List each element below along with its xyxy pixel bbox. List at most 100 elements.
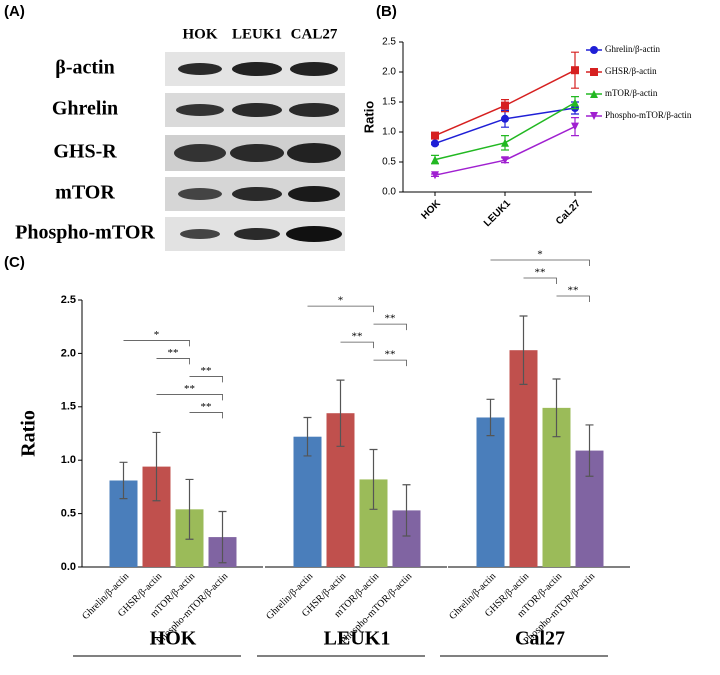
band bbox=[287, 143, 341, 163]
point bbox=[431, 171, 439, 180]
significance-label: ** bbox=[385, 349, 396, 361]
row-label: β-actin bbox=[55, 57, 114, 79]
significance-bracket bbox=[189, 376, 223, 383]
band bbox=[180, 229, 220, 239]
group-label: HOK bbox=[150, 628, 197, 650]
significance-bracket bbox=[340, 341, 374, 349]
significance-bracket bbox=[490, 259, 590, 267]
x-tick-label: CaL27 bbox=[554, 198, 583, 227]
band bbox=[174, 144, 226, 162]
y-axis-label: Ratio bbox=[18, 410, 40, 457]
band bbox=[232, 62, 282, 76]
y-tick-label: 1.5 bbox=[61, 401, 76, 413]
y-tick-label: 2.5 bbox=[61, 294, 76, 306]
row-label: Ghrelin bbox=[52, 98, 118, 120]
legend-label: mTOR/β-actin bbox=[605, 88, 658, 98]
y-tick-label: 1.0 bbox=[382, 127, 396, 138]
significance-label: ** bbox=[352, 331, 363, 343]
significance-label: ** bbox=[201, 365, 212, 377]
point bbox=[571, 66, 579, 75]
significance-bracket bbox=[373, 323, 407, 331]
significance-bracket bbox=[373, 359, 407, 367]
panel-label: (C) bbox=[4, 254, 25, 271]
point bbox=[501, 114, 509, 123]
point bbox=[590, 46, 598, 54]
legend-label: Phospho-mTOR/β-actin bbox=[605, 110, 692, 120]
y-tick-label: 1.0 bbox=[61, 454, 76, 466]
row-label: GHS-R bbox=[53, 141, 117, 163]
band bbox=[232, 103, 282, 117]
legend-label: GHSR/β-actin bbox=[605, 66, 657, 76]
significance-bracket bbox=[156, 394, 223, 401]
point bbox=[501, 156, 509, 165]
point bbox=[571, 98, 579, 107]
significance-bracket bbox=[123, 340, 190, 347]
y-tick-label: 0.0 bbox=[382, 187, 396, 198]
band bbox=[234, 228, 280, 240]
error-bar bbox=[336, 379, 345, 447]
point bbox=[431, 155, 439, 164]
significance-label: * bbox=[338, 295, 344, 307]
significance-label: ** bbox=[168, 347, 179, 359]
point bbox=[431, 131, 439, 140]
column-label: LEUK1 bbox=[232, 26, 282, 42]
row-label: Phospho-mTOR bbox=[15, 222, 155, 244]
legend-label: Ghrelin/β-actin bbox=[605, 44, 661, 54]
significance-label: ** bbox=[385, 313, 396, 325]
point bbox=[431, 139, 439, 148]
error-bar bbox=[119, 461, 128, 500]
x-tick-label: LEUK1 bbox=[482, 198, 513, 229]
panel-label: (B) bbox=[376, 3, 397, 20]
error-bar bbox=[152, 431, 161, 502]
band bbox=[286, 226, 342, 242]
band bbox=[176, 104, 224, 116]
column-label: CAL27 bbox=[291, 26, 338, 42]
band bbox=[230, 144, 284, 162]
bar bbox=[293, 436, 322, 567]
y-tick-label: 2.5 bbox=[382, 37, 396, 48]
bar bbox=[476, 417, 505, 567]
y-tick-label: 0.5 bbox=[61, 508, 76, 520]
line bbox=[434, 125, 576, 176]
error-bar bbox=[185, 478, 194, 540]
blot-images bbox=[165, 52, 345, 251]
band bbox=[289, 103, 339, 117]
error-bar bbox=[218, 510, 227, 564]
significance-bracket bbox=[307, 305, 374, 313]
significance-label: ** bbox=[201, 401, 212, 413]
error-bar bbox=[552, 378, 561, 438]
point bbox=[501, 101, 509, 110]
band bbox=[290, 62, 338, 76]
y-tick-label: 1.5 bbox=[382, 97, 396, 108]
significance-label: ** bbox=[184, 383, 195, 395]
error-bar bbox=[402, 484, 411, 537]
y-axis-label: Ratio bbox=[361, 101, 376, 134]
column-label: HOK bbox=[182, 26, 217, 42]
panel-label: (A) bbox=[4, 3, 25, 20]
group-label: LEUK1 bbox=[324, 628, 391, 650]
error-bar bbox=[486, 398, 495, 437]
band bbox=[178, 63, 222, 75]
significance-label: ** bbox=[568, 285, 579, 297]
band bbox=[178, 188, 222, 200]
point bbox=[590, 90, 598, 98]
group-label: Cal27 bbox=[515, 628, 565, 650]
significance-bracket bbox=[556, 295, 590, 303]
y-tick-label: 0.5 bbox=[382, 157, 396, 168]
significance-label: * bbox=[537, 249, 543, 261]
significance-label: ** bbox=[535, 267, 546, 279]
y-tick-label: 2.0 bbox=[61, 347, 76, 359]
point bbox=[590, 112, 598, 120]
error-bar bbox=[585, 424, 594, 477]
point bbox=[590, 68, 598, 76]
significance-bracket bbox=[189, 412, 223, 419]
x-tick-label: HOK bbox=[419, 198, 443, 222]
y-tick-label: 2.0 bbox=[382, 67, 396, 78]
point bbox=[501, 138, 509, 147]
error-bar bbox=[303, 416, 312, 457]
significance-label: * bbox=[154, 329, 160, 341]
point bbox=[571, 122, 579, 131]
band bbox=[232, 187, 282, 201]
significance-bracket bbox=[156, 358, 190, 365]
